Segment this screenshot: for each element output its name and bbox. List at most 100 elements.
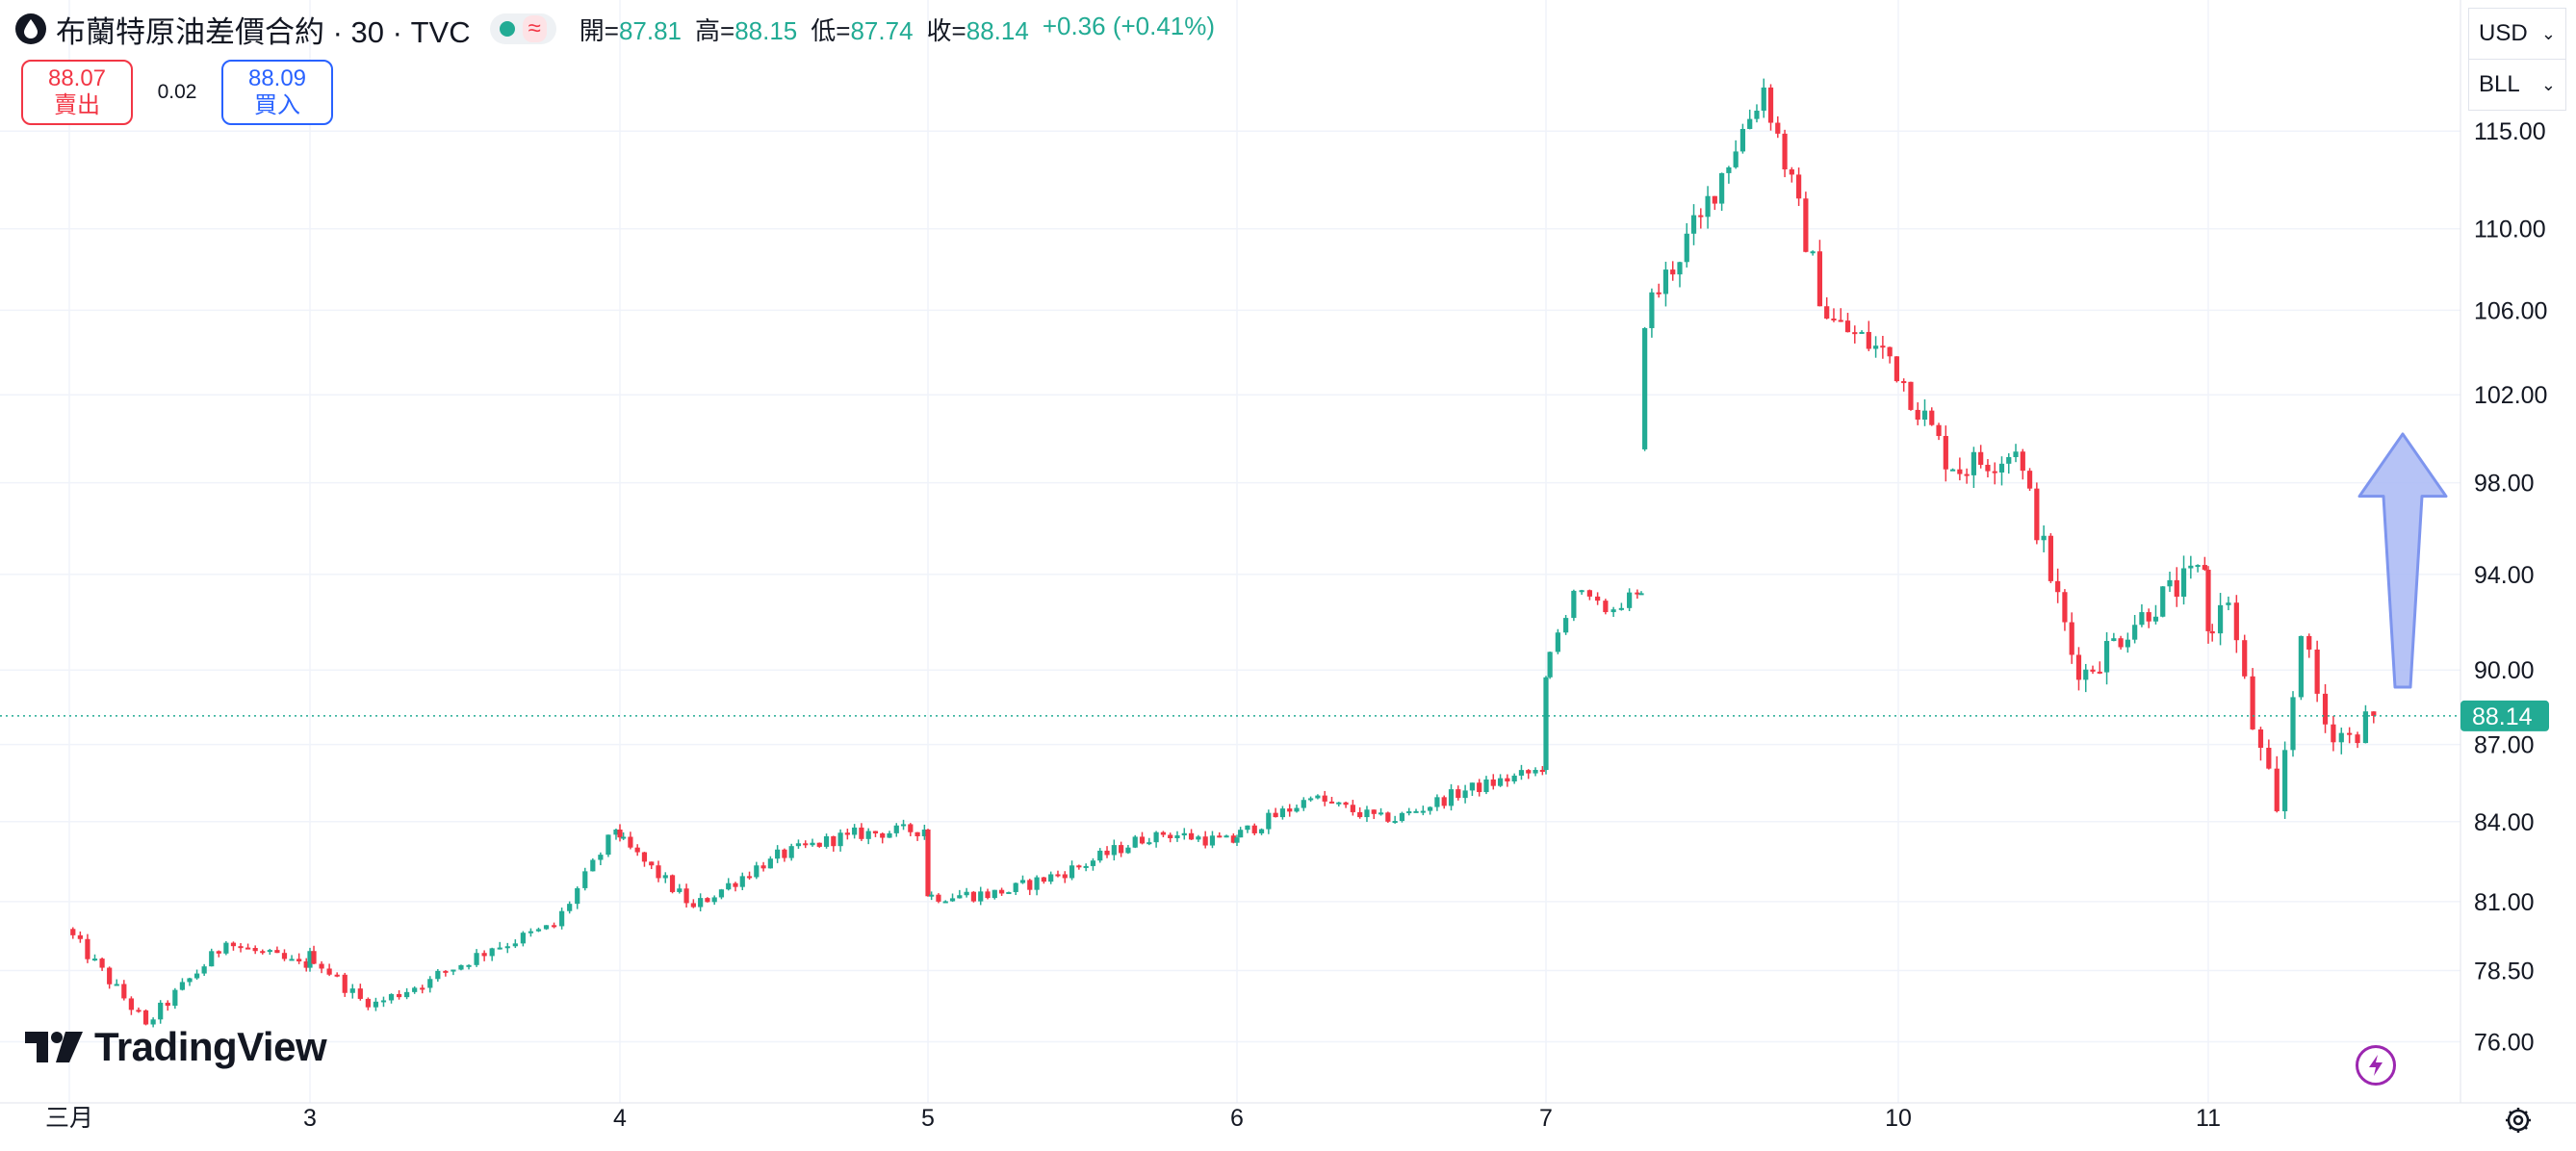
candle-body xyxy=(1810,251,1816,254)
candle-body xyxy=(520,933,526,944)
sell-button[interactable]: 88.07 賣出 xyxy=(21,60,133,125)
buy-label: 買入 xyxy=(254,92,300,118)
candle-body xyxy=(179,982,186,990)
candle-body xyxy=(1543,677,1549,771)
unit-value: BLL xyxy=(2479,71,2520,97)
candle-body xyxy=(1245,825,1250,831)
candle-body xyxy=(1448,789,1455,806)
candle-body xyxy=(1019,880,1026,883)
candles xyxy=(70,78,2377,1028)
gear-icon[interactable] xyxy=(2499,1101,2537,1139)
candle-body xyxy=(1824,306,1830,320)
candle-body xyxy=(605,834,611,856)
candle-body xyxy=(690,903,696,908)
candle-body xyxy=(1526,770,1532,774)
candle-body xyxy=(451,969,456,972)
candle-body xyxy=(1957,469,1963,474)
chevron-down-icon: ⌄ xyxy=(2540,23,2556,43)
candle-body xyxy=(1336,802,1342,805)
candle-body xyxy=(230,942,237,947)
candle-body xyxy=(2075,654,2082,680)
candle-body xyxy=(1638,593,1644,596)
tradingview-mark-icon xyxy=(25,1032,83,1062)
candle-body xyxy=(2097,671,2102,674)
candle-body xyxy=(872,831,879,833)
candle-body xyxy=(2026,471,2033,489)
candle-body xyxy=(1618,607,1624,610)
open-value: 87.81 xyxy=(618,15,683,45)
low-value: 87.74 xyxy=(850,15,914,45)
symbol-title[interactable]: 布蘭特原油差價合約 · 30 · TVC xyxy=(56,14,471,49)
candle-body xyxy=(2347,732,2353,735)
candle-body xyxy=(128,998,134,1010)
candle-body xyxy=(420,987,425,990)
candle-body xyxy=(1901,381,1907,384)
candle-body xyxy=(443,970,449,973)
candle-body xyxy=(1041,877,1046,882)
high-value: 88.15 xyxy=(734,15,798,45)
candle-body xyxy=(1132,836,1138,848)
buy-button[interactable]: 88.09 買入 xyxy=(221,60,333,125)
candle-body xyxy=(992,889,997,899)
candle-body xyxy=(342,974,348,993)
candle-body xyxy=(497,947,502,950)
candle-body xyxy=(1929,410,1935,425)
candle-body xyxy=(1322,795,1327,802)
candle-body xyxy=(150,1019,156,1025)
candle-body xyxy=(1579,590,1584,593)
logo-text: TradingView xyxy=(94,1024,327,1069)
candle-body xyxy=(70,929,76,935)
up-arrow-annotation[interactable] xyxy=(2357,432,2448,689)
candle-body xyxy=(1642,327,1648,449)
open-label: 開= xyxy=(579,15,619,45)
tradingview-logo[interactable]: TradingView xyxy=(25,1024,327,1070)
candle-body xyxy=(2306,635,2312,650)
candle-body xyxy=(2362,711,2369,744)
candle-body xyxy=(1816,251,1823,307)
ohlc-values: 開=87.81 高=88.15 低=87.74 收=88.14 +0.36 (+… xyxy=(580,12,1215,47)
candle-body xyxy=(481,953,487,957)
candle-body xyxy=(334,974,340,977)
candle-body xyxy=(590,859,596,872)
candle-body xyxy=(1866,331,1871,349)
candle-body xyxy=(165,1002,170,1007)
candle-body xyxy=(559,910,565,927)
candle-body xyxy=(964,891,969,896)
unit-dropdown[interactable]: BLL ⌄ xyxy=(2468,60,2566,111)
candle-body xyxy=(1251,825,1257,833)
market-status-pill[interactable]: ≈ xyxy=(489,13,556,44)
candle-body xyxy=(1782,133,1788,169)
candle-body xyxy=(865,831,871,839)
candle-body xyxy=(2111,638,2117,642)
candle-body xyxy=(1627,592,1633,608)
candle-body xyxy=(142,1010,149,1025)
time-axis[interactable]: 三月 3 4 5 6 7 10 11 xyxy=(45,1105,2221,1132)
candle-body xyxy=(466,964,472,967)
candle-body xyxy=(474,953,479,965)
candle-body xyxy=(2202,565,2207,570)
candle-body xyxy=(1076,865,1082,868)
candle-body xyxy=(1767,87,1774,123)
candle-body xyxy=(641,852,648,862)
candle-body xyxy=(1160,831,1166,835)
candle-body xyxy=(326,968,332,975)
candle-body xyxy=(788,846,794,858)
candle-body xyxy=(2355,734,2360,744)
candle-body xyxy=(1357,811,1363,818)
candle-body xyxy=(656,865,661,879)
currency-dropdown[interactable]: USD ⌄ xyxy=(2468,8,2566,60)
candle-body xyxy=(1230,835,1236,843)
y-tick-label: 102.00 xyxy=(2474,382,2547,409)
price-axis[interactable]: 115.00 110.00 106.00 102.00 98.00 94.00 90.00 8… xyxy=(2474,118,2547,1056)
candle-body xyxy=(2034,488,2040,541)
candle-body xyxy=(999,889,1005,894)
candle-body xyxy=(844,832,850,835)
candle-body xyxy=(1139,836,1146,844)
candle-body xyxy=(1726,166,1732,173)
lightning-icon[interactable] xyxy=(2356,1045,2396,1086)
candle-body xyxy=(1217,835,1223,838)
candle-body xyxy=(2069,622,2074,655)
candle-body xyxy=(1949,469,1956,472)
